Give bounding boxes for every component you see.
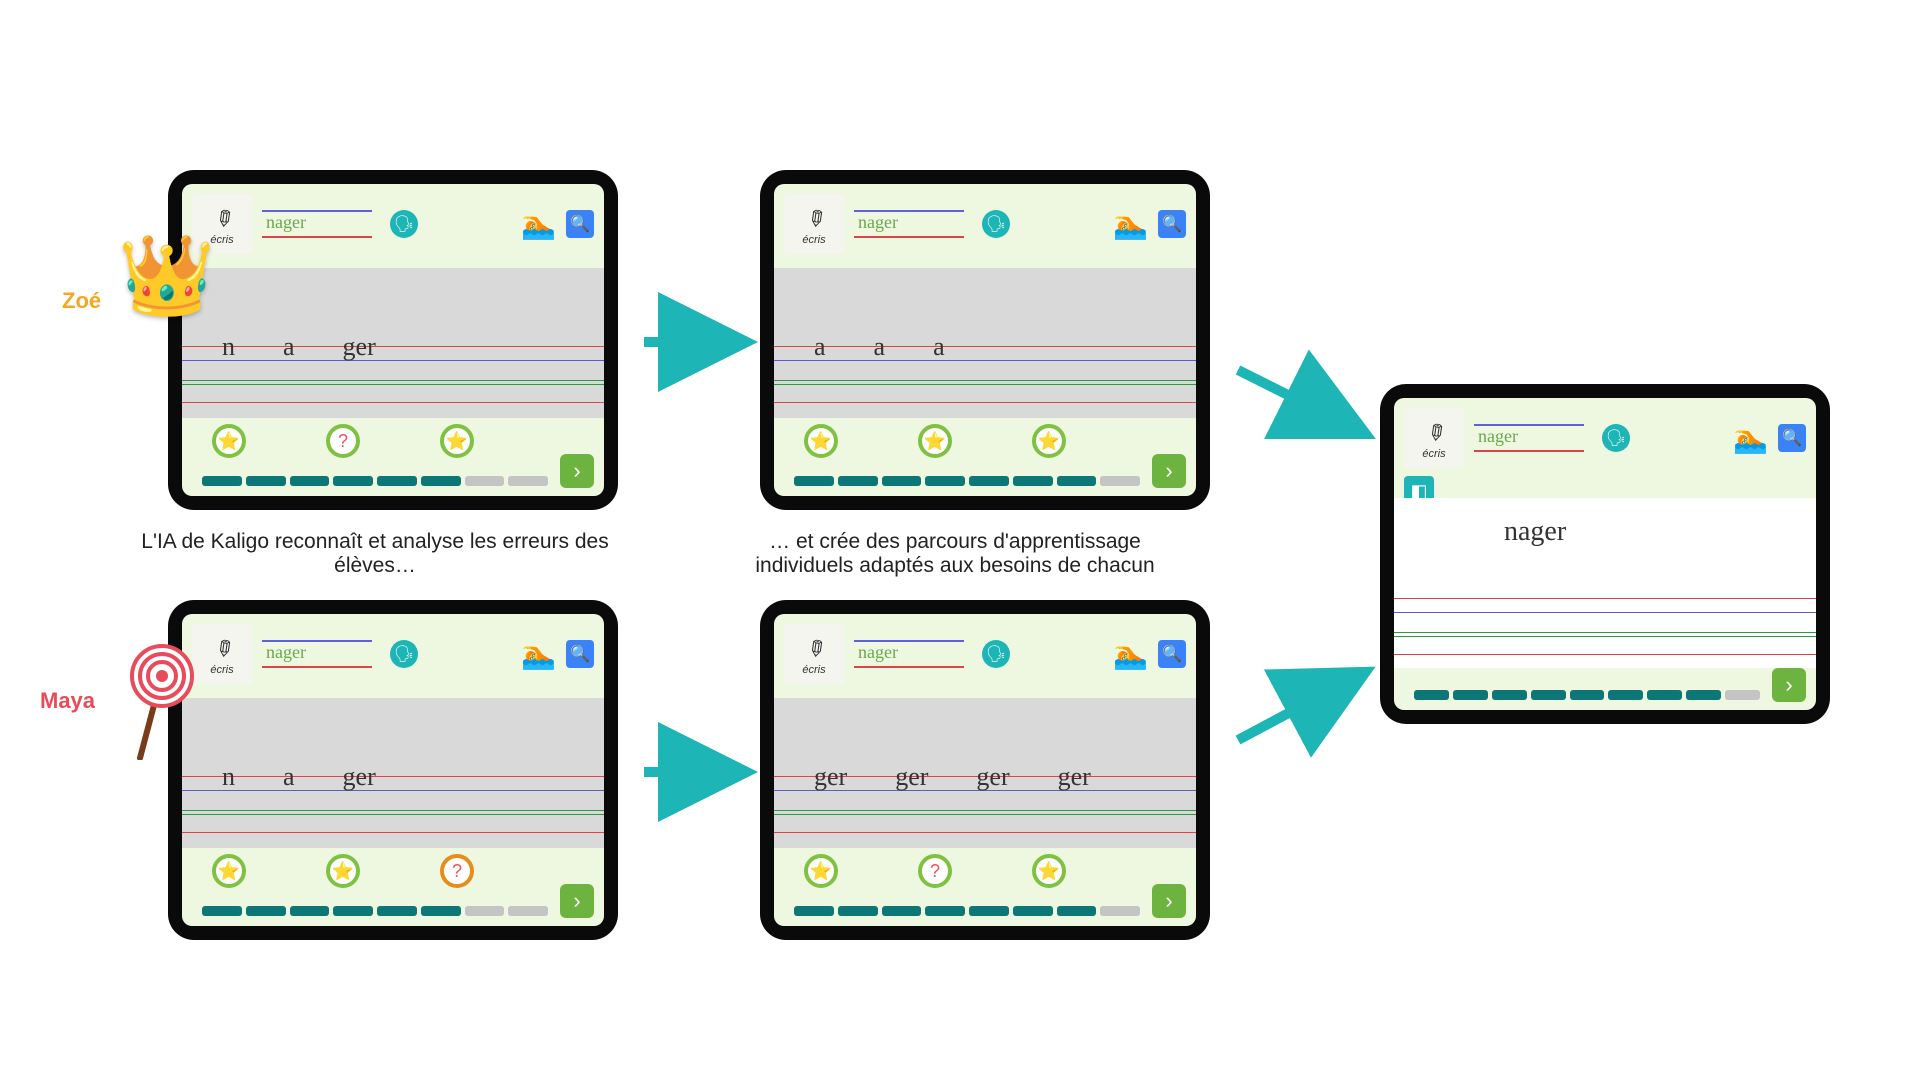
model-word: nager xyxy=(262,215,380,233)
progress-bar xyxy=(202,476,548,486)
zoom-button[interactable]: 🔍 xyxy=(1778,424,1806,452)
model-word: nager xyxy=(854,215,972,233)
tablet-screen: ✎ écris nager 🗣 🏊 🔍 ◧ nager › xyxy=(1394,398,1816,710)
pen-icon: ✎ xyxy=(1417,414,1452,449)
app-topbar: ✎ écris nager 🗣 🏊 🔍 xyxy=(784,194,1186,254)
swimmer-icon: 🏊 xyxy=(1113,208,1148,241)
student-writing: nager xyxy=(1504,516,1566,548)
next-button[interactable]: › xyxy=(1152,454,1186,488)
swimmer-icon: 🏊 xyxy=(1113,638,1148,671)
score-badge: ? xyxy=(326,424,360,458)
tablet-final: ✎ écris nager 🗣 🏊 🔍 ◧ nager › xyxy=(1380,384,1830,724)
speak-icon[interactable]: 🗣 xyxy=(390,210,418,238)
student-writing: gergergerger xyxy=(814,762,1091,792)
next-button[interactable]: › xyxy=(1152,884,1186,918)
arrow-icon xyxy=(640,752,750,797)
tablet-zoe-step2: ✎ écris nager 🗣 🏊 🔍 aaa ⭐ ⭐ ⭐ › xyxy=(760,170,1210,510)
speak-icon[interactable]: 🗣 xyxy=(1602,424,1630,452)
tablet-screen: ✎ écris nager 🗣 🏊 🔍 nager ⭐ ⭐? › xyxy=(182,614,604,926)
model-word: nager xyxy=(854,645,972,663)
badges-row: ⭐ ⭐? xyxy=(212,854,574,888)
ecris-tile[interactable]: ✎ écris xyxy=(784,624,844,684)
word-model: nager xyxy=(262,640,380,668)
writing-zone[interactable] xyxy=(1394,498,1816,668)
swimmer-icon: 🏊 xyxy=(521,208,556,241)
ecris-tile[interactable]: ✎ écris xyxy=(1404,408,1464,468)
student-writing: aaa xyxy=(814,332,945,362)
progress-bar xyxy=(1414,690,1760,700)
tablet-maya-step1: ✎ écris nager 🗣 🏊 🔍 nager ⭐ ⭐? › xyxy=(168,600,618,940)
student-writing: nager xyxy=(222,762,376,792)
word-model: nager xyxy=(854,210,972,238)
score-badge: ⭐ xyxy=(1032,854,1066,888)
score-badge: ⭐ xyxy=(212,854,246,888)
tablet-screen: ✎ écris nager 🗣 🏊 🔍 aaa ⭐ ⭐ ⭐ › xyxy=(774,184,1196,496)
next-button[interactable]: › xyxy=(560,884,594,918)
caption-right: … et crée des parcours d'apprentissage i… xyxy=(720,530,1190,578)
student-label-zoe: Zoé xyxy=(62,288,101,314)
ecris-tile[interactable]: ✎ écris xyxy=(784,194,844,254)
tablet-maya-step2: ✎ écris nager 🗣 🏊 🔍 gergergerger ⭐? ⭐ › xyxy=(760,600,1210,940)
arrow-icon xyxy=(1232,358,1372,453)
swimmer-icon: 🏊 xyxy=(521,638,556,671)
tablet-zoe-step1: ✎ écris nager 🗣 🏊 🔍 nager ⭐? ⭐ › xyxy=(168,170,618,510)
app-topbar: ✎ écris nager 🗣 🏊 🔍 xyxy=(1404,408,1806,468)
badges-row: ⭐? ⭐ xyxy=(212,424,574,458)
tablet-screen: ✎ écris nager 🗣 🏊 🔍 gergergerger ⭐? ⭐ › xyxy=(774,614,1196,926)
arrow-icon xyxy=(640,322,750,367)
ruling-lines xyxy=(1394,598,1816,654)
score-badge: ? xyxy=(918,854,952,888)
ecris-label: écris xyxy=(1422,448,1445,460)
score-badge: ? xyxy=(440,854,474,888)
progress-bar xyxy=(794,906,1140,916)
zoom-button[interactable]: 🔍 xyxy=(1158,640,1186,668)
score-badge: ⭐ xyxy=(804,854,838,888)
app-topbar: ✎ écris nager 🗣 🏊 🔍 xyxy=(192,194,594,254)
score-badge: ⭐ xyxy=(1032,424,1066,458)
score-badge: ⭐ xyxy=(326,854,360,888)
pen-icon: ✎ xyxy=(205,630,240,665)
caption-left: L'IA de Kaligo reconnaît et analyse les … xyxy=(140,530,610,578)
model-word: nager xyxy=(1474,429,1592,447)
next-button[interactable]: › xyxy=(1772,668,1806,702)
model-word: nager xyxy=(262,645,380,663)
word-model: nager xyxy=(1474,424,1592,452)
zoom-button[interactable]: 🔍 xyxy=(566,640,594,668)
progress-bar xyxy=(202,906,548,916)
ecris-label: écris xyxy=(210,664,233,676)
ecris-tile[interactable]: ✎ écris xyxy=(192,624,252,684)
score-badge: ⭐ xyxy=(440,424,474,458)
speak-icon[interactable]: 🗣 xyxy=(982,640,1010,668)
ecris-label: écris xyxy=(802,234,825,246)
crown-icon: 👑 xyxy=(118,230,215,322)
score-badge: ⭐ xyxy=(918,424,952,458)
tablet-screen: ✎ écris nager 🗣 🏊 🔍 nager ⭐? ⭐ › xyxy=(182,184,604,496)
badges-row: ⭐? ⭐ xyxy=(804,854,1166,888)
lollipop-icon xyxy=(120,640,200,765)
zoom-button[interactable]: 🔍 xyxy=(566,210,594,238)
badges-row: ⭐ ⭐ ⭐ xyxy=(804,424,1166,458)
score-badge: ⭐ xyxy=(804,424,838,458)
swimmer-icon: 🏊 xyxy=(1733,422,1768,455)
student-label-maya: Maya xyxy=(40,688,95,714)
zoom-button[interactable]: 🔍 xyxy=(1158,210,1186,238)
app-topbar: ✎ écris nager 🗣 🏊 🔍 xyxy=(192,624,594,684)
speak-icon[interactable]: 🗣 xyxy=(390,640,418,668)
word-model: nager xyxy=(854,640,972,668)
pen-icon: ✎ xyxy=(797,630,832,665)
app-topbar: ✎ écris nager 🗣 🏊 🔍 xyxy=(784,624,1186,684)
arrow-icon xyxy=(1232,662,1372,757)
speak-icon[interactable]: 🗣 xyxy=(982,210,1010,238)
pen-icon: ✎ xyxy=(797,200,832,235)
word-model: nager xyxy=(262,210,380,238)
next-button[interactable]: › xyxy=(560,454,594,488)
score-badge: ⭐ xyxy=(212,424,246,458)
student-writing: nager xyxy=(222,332,376,362)
progress-bar xyxy=(794,476,1140,486)
ecris-label: écris xyxy=(802,664,825,676)
